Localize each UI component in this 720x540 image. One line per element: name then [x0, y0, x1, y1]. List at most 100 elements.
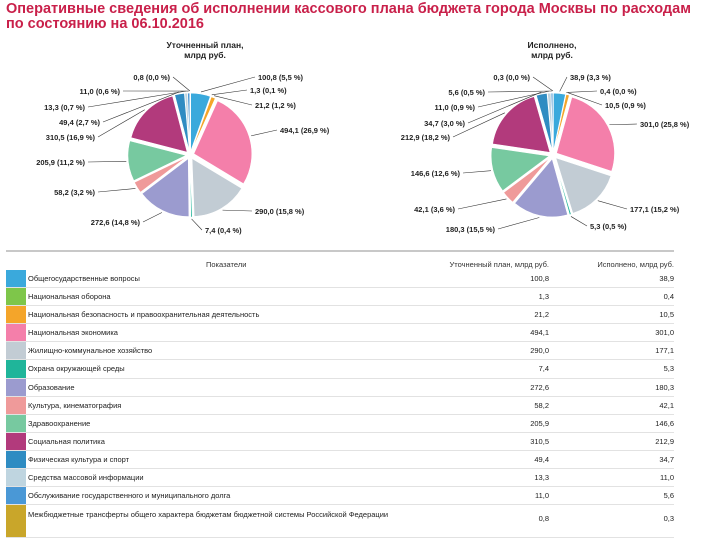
pie-slice: [553, 158, 572, 216]
slice-label: 42,1 (3,6 %): [414, 205, 455, 214]
pie-slice: [193, 100, 253, 185]
row-done-value: 38,9: [659, 274, 674, 283]
pie-slice: [535, 92, 553, 152]
leader-line: [251, 129, 278, 137]
header-indicator: Показатели: [206, 260, 247, 269]
color-swatch: [6, 396, 26, 414]
color-swatch: [6, 324, 26, 342]
row-done-value: 5,3: [663, 364, 674, 374]
row-done-value: 212,9: [655, 436, 674, 446]
row-done-value: 11,0: [659, 473, 674, 483]
leader-line: [566, 90, 598, 93]
slice-label: 205,9 (11,2 %): [36, 158, 85, 167]
leader-line: [87, 161, 127, 163]
slice-label: 58,2 (3,2 %): [54, 188, 95, 197]
color-swatch: [6, 414, 26, 432]
chart-title-line: Исполнено,: [528, 40, 577, 50]
pie-slice: [492, 96, 551, 153]
row-name: Национальная экономика: [28, 328, 118, 338]
slice-label: 49,4 (2,7 %): [59, 118, 100, 127]
row-plan-value: 13,3: [534, 473, 549, 483]
leader-line: [609, 123, 638, 126]
row-done-value: 177,1: [655, 346, 674, 356]
pie-charts: Уточненный план, млрд руб.100,8 (5,5 %)1,…: [36, 40, 690, 235]
row-done-value: 42,1: [659, 400, 674, 410]
color-swatch: [6, 450, 26, 469]
slice-label: 494,1 (26,9 %): [280, 126, 330, 135]
chart-title-line: Уточненный план,: [167, 40, 244, 50]
row-done-value: 34,7: [659, 454, 674, 464]
color-swatch: [6, 505, 26, 538]
color-swatch: [6, 360, 26, 378]
header-plan: Уточненный план, млрд руб.: [449, 260, 550, 269]
chart-title: Уточненный план, млрд руб.: [167, 40, 244, 60]
row-done-value: 5,6: [663, 491, 674, 501]
color-swatch: [6, 288, 26, 306]
slice-label: 0,8 (0,0 %): [133, 73, 170, 82]
pie-slice: [127, 140, 187, 182]
row-name: Физическая культура и спорт: [28, 454, 130, 464]
header-done: Исполнено, млрд руб.: [597, 260, 674, 269]
row-plan-value: 0,8: [538, 514, 549, 524]
leader-line: [457, 198, 507, 210]
pie-slice: [130, 95, 188, 153]
table-row: Социальная политика 310,5 212,9: [6, 432, 674, 451]
pie-slice: [133, 156, 187, 193]
leader-line: [172, 76, 191, 92]
slice-label: 0,3 (0,0 %): [493, 73, 530, 82]
row-name: Охрана окружающей среды: [28, 364, 125, 374]
color-swatch: [6, 342, 26, 360]
slice-label: 212,9 (18,2 %): [401, 133, 451, 142]
table-row: Физическая культура и спорт 49,4 34,7: [6, 450, 674, 470]
leader-line: [87, 90, 187, 108]
row-plan-value: 290,0: [530, 346, 549, 356]
row-plan-value: 58,2: [534, 400, 549, 410]
table-row: Национальная экономика 494,1 301,0: [6, 324, 674, 343]
leader-line: [497, 217, 540, 230]
page-title: Оперативные сведения об исполнении кассо…: [6, 1, 691, 32]
table-row: Национальная оборона 1,3 0,4: [6, 288, 674, 307]
row-plan-value: 310,5: [530, 436, 549, 446]
row-plan-value: 11,0: [534, 491, 549, 501]
color-swatch: [6, 378, 26, 396]
leader-line: [222, 209, 253, 212]
leader-line: [477, 90, 550, 108]
table-top-divider: [6, 250, 674, 252]
slice-label: 272,6 (14,8 %): [91, 218, 141, 227]
leader-line: [97, 109, 145, 138]
pie-slice: [490, 147, 550, 192]
pie-slice: [189, 158, 193, 218]
leader-line: [532, 76, 554, 92]
table-row: Межбюджетные трансферты общего характера…: [6, 505, 674, 539]
slice-label: 177,1 (15,2 %): [630, 205, 680, 214]
row-name: Социальная политика: [28, 436, 105, 446]
table-header: Показатели Уточненный план, млрд руб. Ис…: [6, 252, 674, 270]
pie-slice: [553, 92, 566, 152]
row-name: Здравоохранение: [28, 418, 91, 428]
row-done-value: 146,6: [655, 418, 674, 428]
chart-title-line: млрд руб.: [531, 50, 573, 60]
color-swatch: [6, 432, 26, 450]
table-row: Культура, кинематография 58,2 42,1: [6, 396, 674, 415]
table-row: Здравоохранение 205,9 146,6: [6, 414, 674, 433]
pie-slice: [503, 157, 551, 203]
pie-slice: [553, 94, 570, 152]
leader-line: [213, 95, 253, 106]
pie-slice: [141, 157, 190, 217]
row-name: Обслуживание государственного и муниципа…: [28, 491, 231, 501]
pie-slice: [556, 96, 615, 172]
row-done-value: 180,3: [655, 382, 674, 392]
leader-line: [597, 200, 628, 210]
pie-slice: [174, 92, 190, 152]
table-row: Общегосударственные вопросы 100,8 38,9: [6, 270, 674, 289]
leader-line: [97, 188, 136, 193]
color-swatch: [6, 487, 26, 505]
chart-title-line: млрд руб.: [184, 50, 226, 60]
row-plan-value: 21,2: [534, 310, 549, 320]
slice-label: 11,0 (0,9 %): [435, 103, 476, 112]
leader-line: [211, 89, 248, 96]
slice-label: 310,5 (16,9 %): [46, 133, 96, 142]
pie-slice: [514, 158, 568, 218]
slice-label: 290,0 (15,8 %): [255, 207, 305, 216]
slice-label: 301,0 (25,8 %): [640, 120, 690, 129]
